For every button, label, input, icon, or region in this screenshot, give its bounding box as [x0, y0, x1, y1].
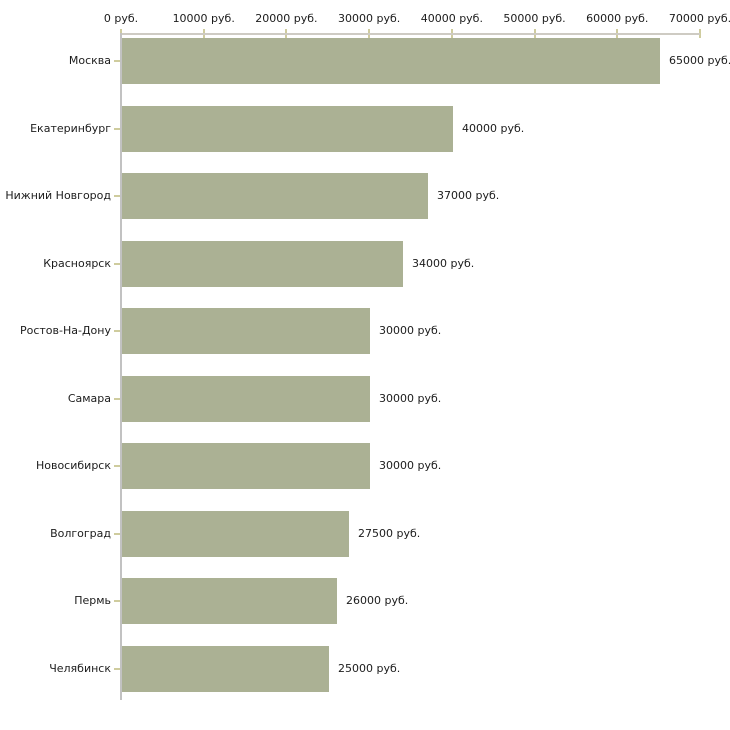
bar-0 — [122, 38, 660, 84]
bar-5 — [122, 375, 370, 422]
bar-3 — [122, 240, 403, 287]
bar-6 — [122, 443, 370, 489]
value-label: 25000 руб. — [338, 661, 401, 675]
bar-2 — [122, 173, 428, 219]
y-axis-tick-mark — [114, 262, 120, 265]
category-label: Ростов-На-Дону — [19, 324, 111, 337]
category-label: Новосибирск — [35, 459, 111, 472]
y-axis-tick-mark — [114, 465, 120, 467]
category-label: Красноярск — [43, 256, 111, 270]
bar-1 — [122, 105, 453, 152]
value-label: 65000 руб. — [669, 54, 730, 67]
x-axis-tick-label: 20000 руб. — [255, 12, 318, 25]
bar-7 — [122, 510, 349, 557]
y-axis-tick-mark — [114, 397, 120, 400]
y-axis-tick-mark — [114, 600, 120, 602]
x-axis-tick-label: 10000 руб. — [172, 12, 235, 25]
category-label: Екатеринбург — [30, 121, 111, 135]
y-axis-tick-mark — [114, 667, 120, 670]
value-label: 30000 руб. — [379, 459, 442, 472]
category-label: Самара — [67, 391, 111, 405]
x-axis-tick-label: 30000 руб. — [338, 12, 401, 25]
x-axis-tick-label: 40000 руб. — [420, 12, 483, 25]
category-label: Нижний Новгород — [5, 189, 111, 202]
y-axis-tick-mark — [114, 330, 120, 332]
value-label: 34000 руб. — [412, 256, 475, 270]
category-label: Пермь — [74, 594, 111, 607]
bar-8 — [122, 578, 337, 624]
x-axis-tick-mark — [699, 29, 701, 38]
x-axis-tick-label: 0 руб. — [103, 12, 139, 25]
x-axis-tick-label: 70000 руб. — [668, 12, 730, 25]
value-label: 26000 руб. — [346, 594, 409, 607]
bar-4 — [122, 308, 370, 354]
y-axis-tick-mark — [114, 127, 120, 130]
y-axis-line — [120, 33, 122, 700]
value-label: 40000 руб. — [462, 121, 525, 135]
y-axis-tick-mark — [114, 60, 120, 62]
x-axis-tick-label: 50000 руб. — [503, 12, 566, 25]
category-label: Челябинск — [49, 661, 111, 675]
value-label: 30000 руб. — [379, 324, 442, 337]
y-axis-tick-mark — [114, 532, 120, 535]
x-axis-tick-label: 60000 руб. — [586, 12, 649, 25]
bar-9 — [122, 645, 329, 692]
value-label: 37000 руб. — [437, 189, 500, 202]
category-label: Москва — [68, 54, 111, 67]
value-label: 30000 руб. — [379, 391, 442, 405]
x-axis-line — [121, 33, 700, 35]
category-label: Волгоград — [50, 526, 111, 540]
value-label: 27500 руб. — [358, 526, 421, 540]
y-axis-tick-mark — [114, 195, 120, 197]
